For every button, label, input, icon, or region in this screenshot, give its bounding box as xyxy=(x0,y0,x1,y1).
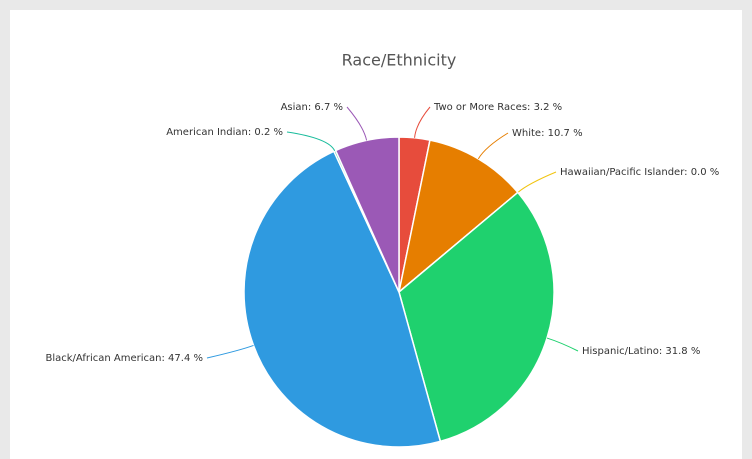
data-label: American Indian: 0.2 % xyxy=(166,127,283,138)
data-label: White: 10.7 % xyxy=(512,128,583,139)
data-label: Two or More Races: 3.2 % xyxy=(433,102,562,113)
data-label: Asian: 6.7 % xyxy=(281,102,343,113)
leader-line xyxy=(206,344,254,359)
data-label: Hispanic/Latino: 31.8 % xyxy=(582,346,700,357)
leader-line xyxy=(346,106,368,141)
leader-line xyxy=(414,106,431,138)
chart-title: Race/Ethnicity xyxy=(342,51,457,70)
data-label: Black/African American: 47.4 % xyxy=(45,353,203,364)
leader-line xyxy=(517,171,557,193)
pie-slice xyxy=(397,139,519,294)
leader-line xyxy=(477,132,509,160)
leader-line xyxy=(286,131,336,152)
pie-slice xyxy=(243,150,442,448)
pie-slice xyxy=(398,191,555,443)
data-label: Hawaiian/Pacific Islander: 0.0 % xyxy=(560,167,719,178)
pie-slice xyxy=(334,136,400,293)
leader-line xyxy=(546,337,579,352)
